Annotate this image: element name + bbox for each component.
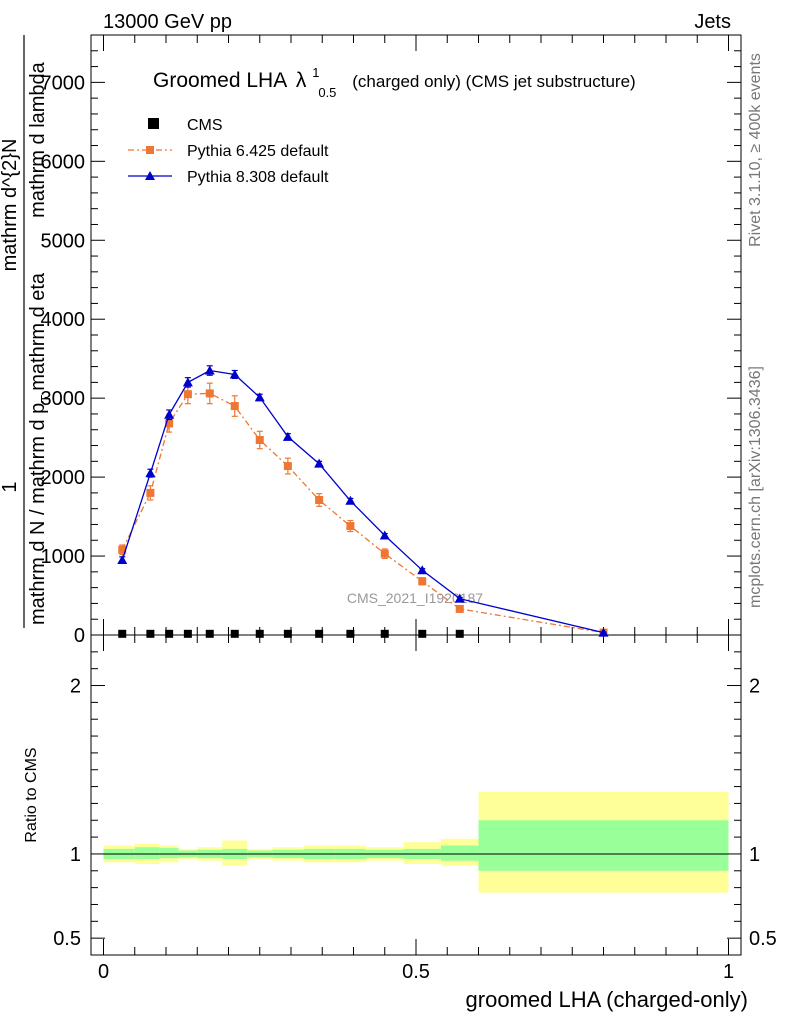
cms-data-point (230, 629, 239, 638)
ratio-band-inner (441, 845, 479, 861)
ratio-band-inner (478, 820, 729, 871)
pythia6-point (315, 496, 324, 504)
pythia8-point (164, 409, 175, 419)
legend-marker-pythia8 (145, 171, 155, 180)
legend-marker-cms (148, 118, 159, 129)
y-tick-label: 2000 (41, 467, 86, 489)
pythia6-point (205, 389, 214, 398)
pythia6-point (183, 390, 192, 399)
pythia8-point (204, 365, 215, 375)
pythia8-point (454, 593, 465, 603)
process-label: Jets (694, 11, 731, 33)
pythia6-point (418, 577, 427, 586)
pythia8-point (598, 627, 609, 637)
cms-data-point (146, 629, 155, 638)
ratio-y-tick-label: 0.5 (53, 928, 81, 950)
series-layer (117, 365, 609, 638)
x-tick-label: 0.5 (402, 961, 430, 983)
y-tick-label: 1000 (41, 546, 86, 568)
cms-data-point (118, 629, 127, 638)
cms-data-point (255, 629, 264, 638)
chart-title: Groomed LHA λ 1 0.5 (charged only) (CMS … (153, 59, 636, 102)
pythia8-point (345, 495, 356, 505)
mcplots-label: mcplots.cern.ch [arXiv:1306.3436] (747, 366, 764, 608)
y-label-top: mathrm d^{2}N (0, 139, 21, 272)
pythia8-point (145, 468, 156, 478)
y-tick-label: 6000 (41, 151, 86, 173)
ratio-band-inner (159, 848, 179, 859)
pythia8-point (282, 431, 293, 441)
y-tick-label: 3000 (41, 388, 86, 410)
pythia6-point (255, 436, 264, 444)
ratio-y-tick-label: 1 (749, 844, 760, 866)
main-y-label: 1 mathrm d N / mathrm d pTmathrm d eta m… (0, 35, 53, 628)
cms-data-point (315, 629, 324, 638)
main-y-axis: 1000 2000 3000 4000 5000 6000 7000 0 (41, 50, 741, 647)
rivet-version-label: Rivet 3.1.10, ≥ 400k events (747, 53, 764, 247)
x-axis-label: groomed LHA (charged-only) (466, 987, 748, 1012)
ratio-y-tick-label: 2 (70, 676, 81, 698)
cms-data-point (346, 629, 355, 638)
ratio-band-inner (134, 847, 160, 859)
legend: CMS Pythia 6.425 default Pythia 8.308 de… (128, 117, 329, 186)
pythia6-point (283, 462, 292, 471)
ratio-bands (103, 791, 729, 893)
pythia8-point (379, 530, 390, 540)
x-tick-label: 1 (723, 961, 734, 983)
cms-data-point (283, 629, 292, 638)
pythia6-point (346, 522, 355, 531)
analysis-watermark: CMS_2021_I1920187 (347, 590, 483, 606)
pythia8-point (229, 369, 240, 379)
pythia8-point (417, 565, 428, 575)
x-tick-label: 0 (98, 961, 109, 983)
ratio-y-label: Ratio to CMS (23, 747, 40, 842)
cms-data-point (418, 629, 427, 638)
ratio-y-tick-label: 2 (749, 676, 760, 698)
pythia8-line (121, 369, 604, 634)
legend-marker-pythia6 (146, 146, 154, 154)
pythia6-point (455, 604, 464, 613)
legend-label-pythia6: Pythia 6.425 default (187, 143, 329, 160)
cms-data-point (455, 629, 464, 638)
y-label-upper: mathrm d lambda (27, 61, 49, 217)
pythia6-point (146, 488, 155, 497)
cms-data-point (380, 629, 389, 638)
pythia6-point (118, 545, 127, 554)
legend-label-pythia8: Pythia 8.308 default (187, 169, 329, 186)
pythia8-point (117, 555, 128, 564)
x-axis: 0 0.5 1 (98, 35, 734, 983)
y-tick-label: 5000 (41, 230, 86, 252)
ratio-y-tick-label: 1 (70, 844, 81, 866)
y-label-main: mathrm d N / mathrm d pTmathrm d eta (27, 272, 53, 625)
pythia6-point (165, 419, 174, 428)
pythia6-point (380, 549, 389, 558)
y-tick-label: 4000 (41, 309, 86, 331)
pythia6-point (230, 402, 239, 411)
y-tick-label: 0 (74, 625, 85, 647)
cms-data-point (165, 629, 174, 638)
cms-data-point (205, 629, 214, 638)
y-label-numerator-one: 1 (0, 481, 21, 492)
y-tick-label: 7000 (41, 72, 86, 94)
cms-data-point (183, 629, 192, 638)
legend-label-cms: CMS (187, 117, 223, 134)
energy-label: 13000 GeV pp (103, 11, 232, 33)
ratio-y-axis: 0.5 0.5 1 1 2 2 (53, 651, 777, 950)
pythia8-point (182, 377, 193, 387)
ratio-y-tick-label: 0.5 (749, 928, 777, 950)
pythia8-point (314, 458, 325, 468)
pythia8-point (254, 392, 265, 402)
